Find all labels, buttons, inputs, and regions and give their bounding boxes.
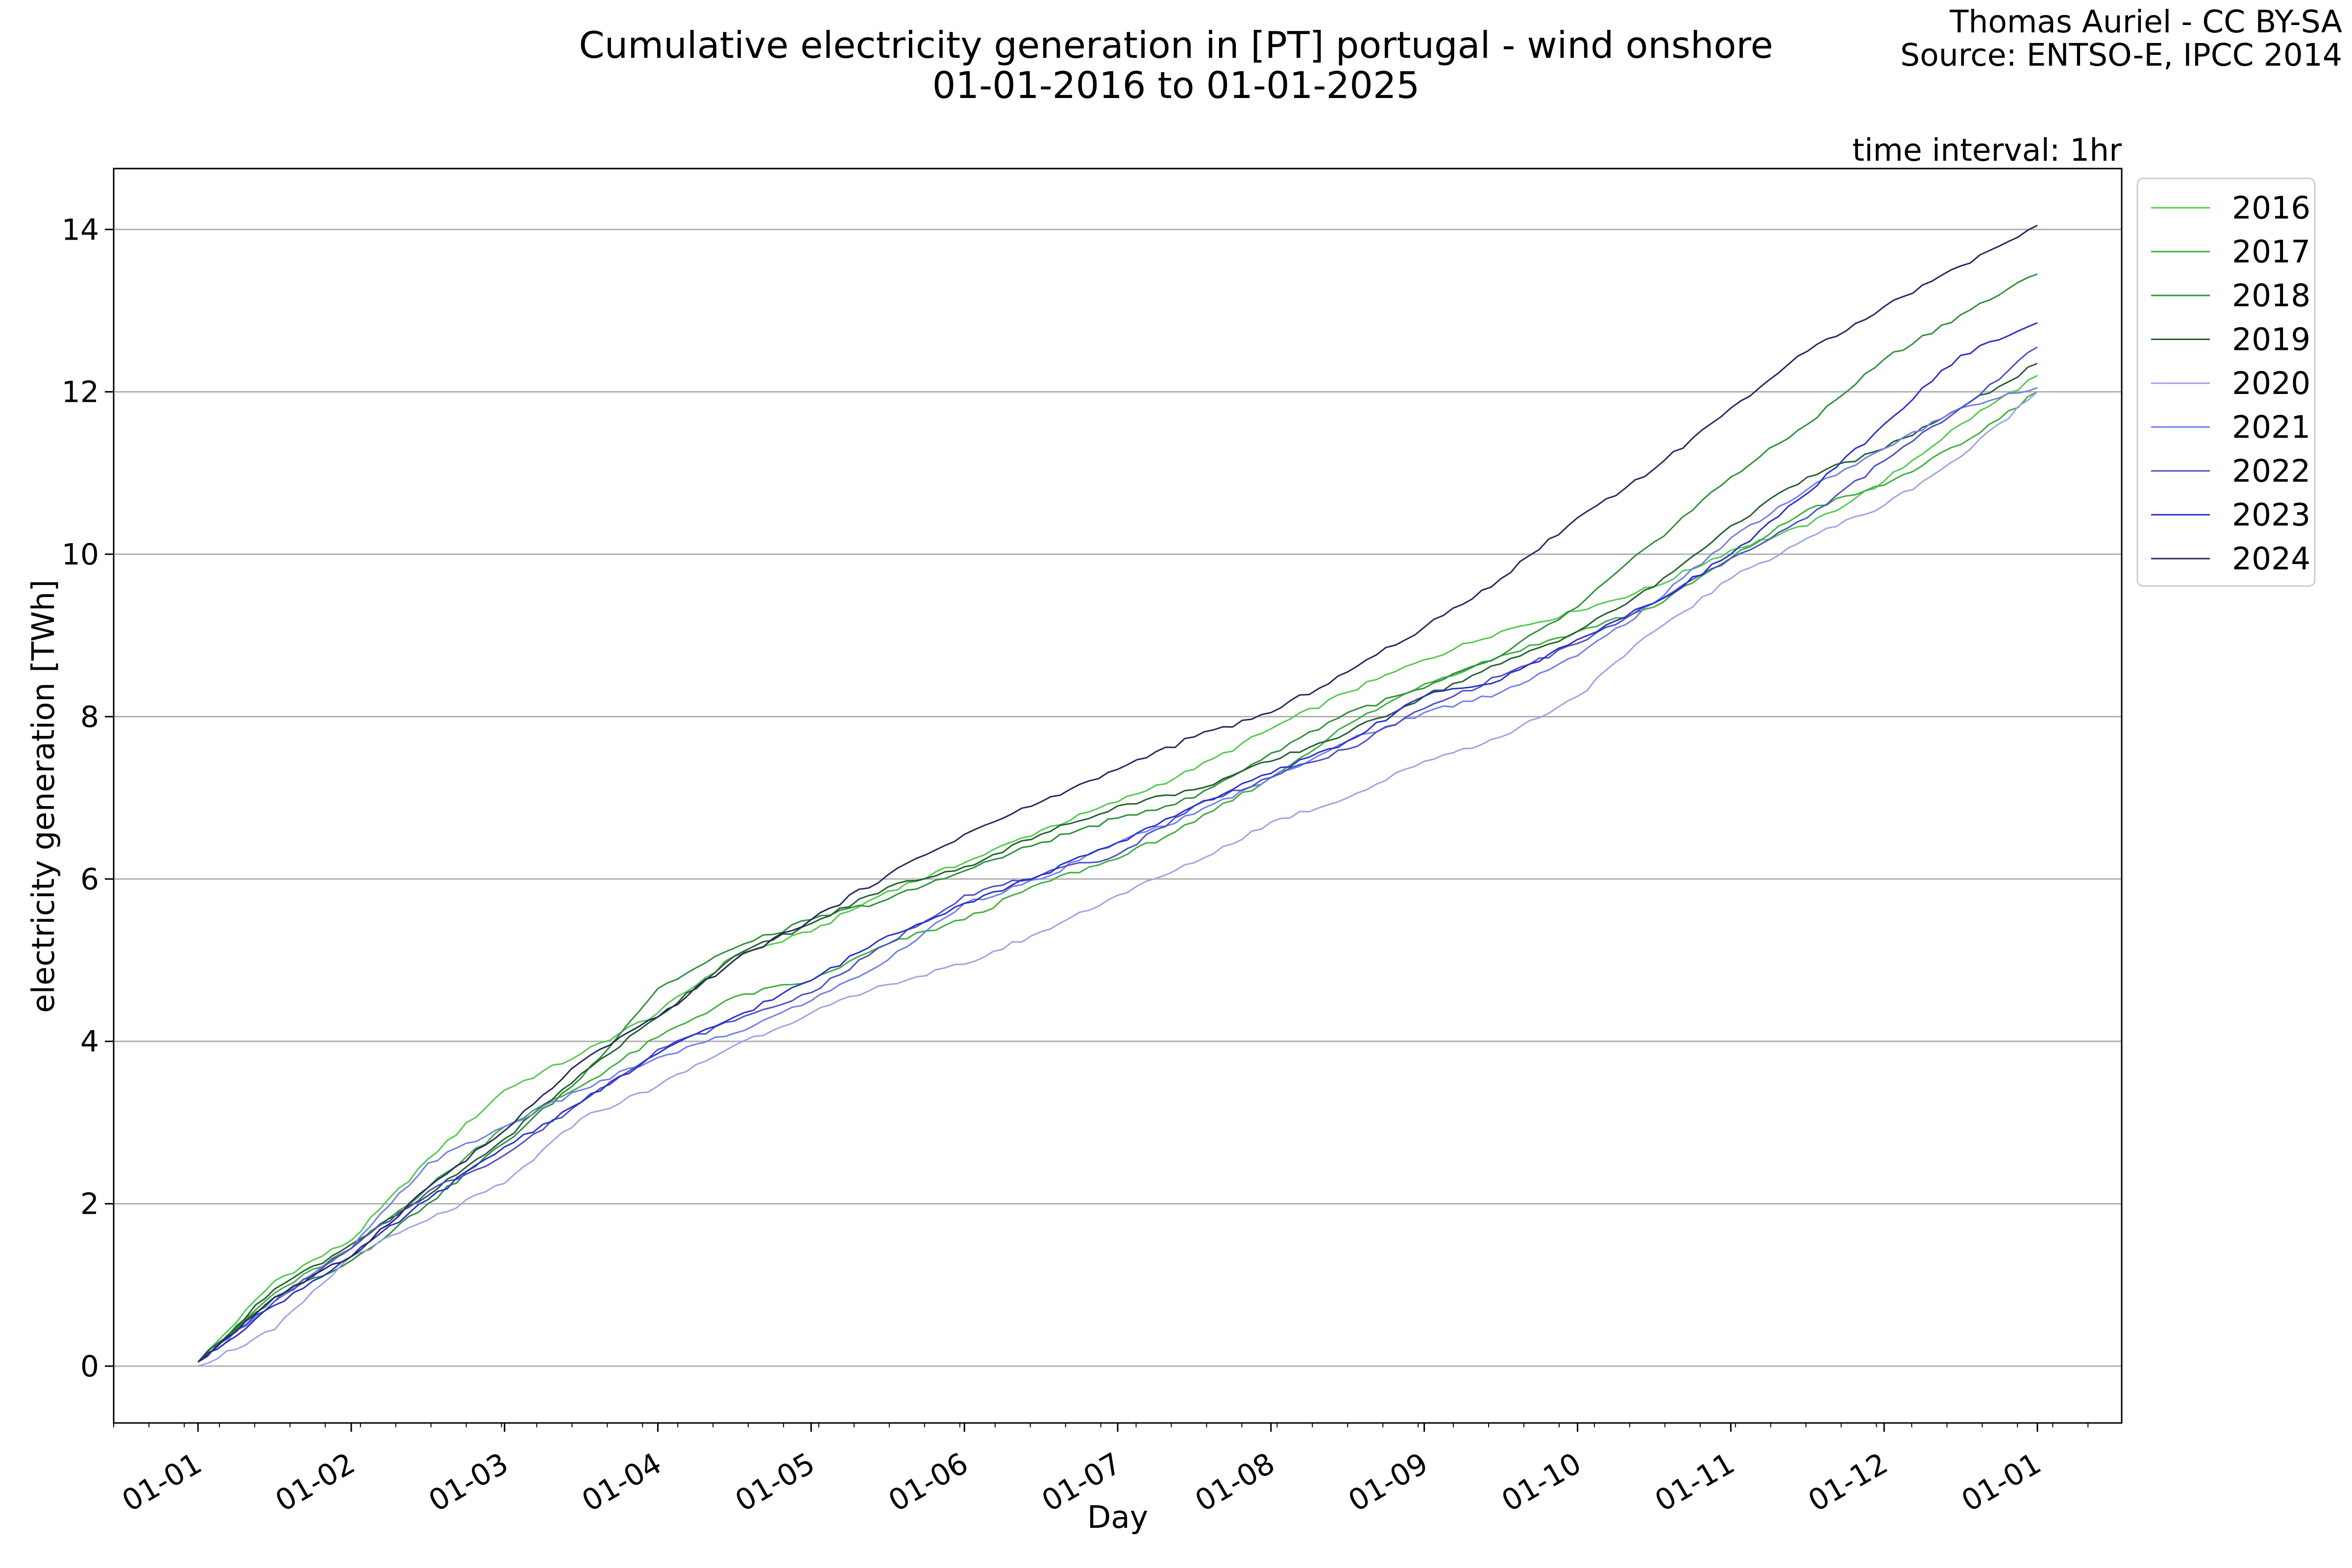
credit-author: Thomas Auriel - CC BY-SA (1949, 4, 2342, 40)
x-tick-label: 01-11 (1649, 1446, 1740, 1519)
x-tick-label: 01-10 (1496, 1446, 1587, 1519)
y-tick-label: 0 (80, 1349, 99, 1384)
series-line-2023 (197, 322, 2038, 1363)
legend-label-2016: 2016 (2232, 190, 2310, 226)
series-line-2017 (197, 391, 2038, 1363)
y-tick-label: 14 (62, 213, 99, 247)
series-line-2016 (197, 375, 2038, 1363)
x-tick-label: 01-06 (883, 1446, 974, 1519)
x-tick-label: 01-03 (423, 1446, 514, 1519)
series-line-2020 (197, 391, 2038, 1367)
time-interval-label: time interval: 1hr (1852, 132, 2122, 168)
credit-source: Source: ENTSO-E, IPCC 2014 (1900, 37, 2342, 73)
series-line-2024 (197, 224, 2038, 1363)
y-tick-label: 12 (62, 375, 99, 410)
y-axis-ticks: 0 2 4 6 8 10 12 14 (62, 213, 114, 1384)
legend: 2016 2017 2018 2019 2020 2021 2022 2023 2024 (2136, 177, 2316, 587)
series-line-2022 (197, 346, 2038, 1363)
x-tick-label: 01-05 (730, 1446, 821, 1519)
legend-label-2023: 2023 (2232, 497, 2310, 533)
legend-label-2022: 2022 (2232, 453, 2310, 489)
series-lines (197, 224, 2038, 1367)
legend-label-2017: 2017 (2232, 234, 2310, 270)
y-tick-label: 2 (80, 1187, 99, 1222)
y-tick-label: 6 (80, 862, 99, 897)
plot-frame (113, 168, 2123, 1424)
y-tick-label: 10 (62, 538, 99, 572)
series-line-2019 (197, 363, 2038, 1363)
x-tick-label: 01-01 (1956, 1446, 2047, 1519)
x-axis-label: Day (1087, 1499, 1148, 1535)
x-tick-label: 01-09 (1343, 1446, 1434, 1519)
y-tick-label: 4 (80, 1025, 99, 1059)
x-tick-label: 01-08 (1189, 1446, 1280, 1519)
legend-label-2021: 2021 (2232, 410, 2310, 445)
chart-title-line1: Cumulative electricity generation in [PT… (579, 24, 1773, 67)
grid (114, 228, 2122, 1367)
y-tick-label: 8 (80, 700, 99, 734)
x-tick-label: 01-12 (1803, 1446, 1894, 1519)
legend-label-2018: 2018 (2232, 278, 2310, 314)
legend-label-2024: 2024 (2232, 541, 2310, 577)
x-tick-label: 01-02 (270, 1446, 361, 1519)
legend-label-2019: 2019 (2232, 322, 2310, 358)
x-tick-label: 01-01 (117, 1446, 208, 1519)
y-axis-label: electricity generation [TWh] (25, 580, 61, 1013)
series-line-2021 (197, 387, 2038, 1363)
series-line-2018 (197, 273, 2038, 1363)
chart-title-line2: 01-01-2016 to 01-01-2025 (932, 64, 1420, 107)
legend-label-2020: 2020 (2232, 366, 2310, 401)
x-tick-label: 01-04 (576, 1446, 667, 1519)
header: Cumulative electricity generation in [PT… (579, 4, 2342, 168)
legend-frame (2136, 177, 2316, 587)
